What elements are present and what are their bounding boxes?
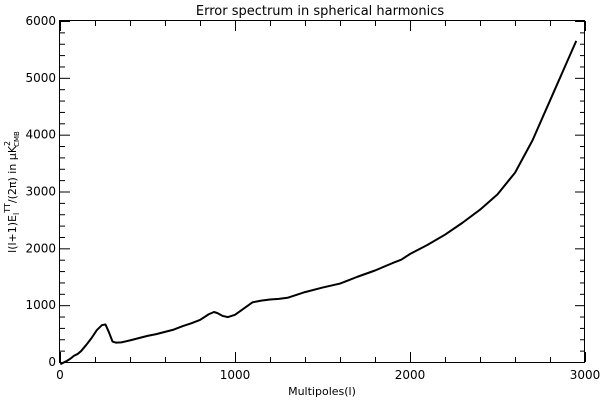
series-line [59,40,578,366]
plot-frame [59,20,585,363]
y-axis-label: l(l+1)ElTT/(2π) in μK2CMB [3,131,21,253]
x-axis-label: Multipoles(l) [288,385,356,398]
y-label-sub: l [12,213,21,215]
y-tick-label: 2000 [25,241,56,255]
y-tick-label: 1000 [25,298,56,312]
y-tick-label: 0 [48,355,56,369]
y-label-prefix: l(l+1)E [6,215,19,253]
axis-ticks [60,21,586,363]
x-tick-label: 2000 [395,368,426,382]
y-label-unit-sup: 2 [3,141,12,146]
x-tick-label: 0 [56,368,64,382]
y-label-unit-sub: CMB [13,131,21,147]
chart-title: Error spectrum in spherical harmonics [196,4,444,19]
x-tick-label: 1000 [220,368,251,382]
y-tick-label: 3000 [25,185,56,199]
y-tick-labels: 0 1000 2000 3000 4000 5000 6000 [25,14,56,369]
y-tick-label: 4000 [25,128,56,142]
x-tick-label: 3000 [570,368,600,382]
y-label-mid: /(2π) in μK [6,145,19,203]
x-tick-labels: 0 1000 2000 3000 [56,368,600,382]
y-tick-label: 5000 [25,71,56,85]
y-tick-label: 6000 [25,14,56,28]
y-label-sup: TT [3,203,12,214]
